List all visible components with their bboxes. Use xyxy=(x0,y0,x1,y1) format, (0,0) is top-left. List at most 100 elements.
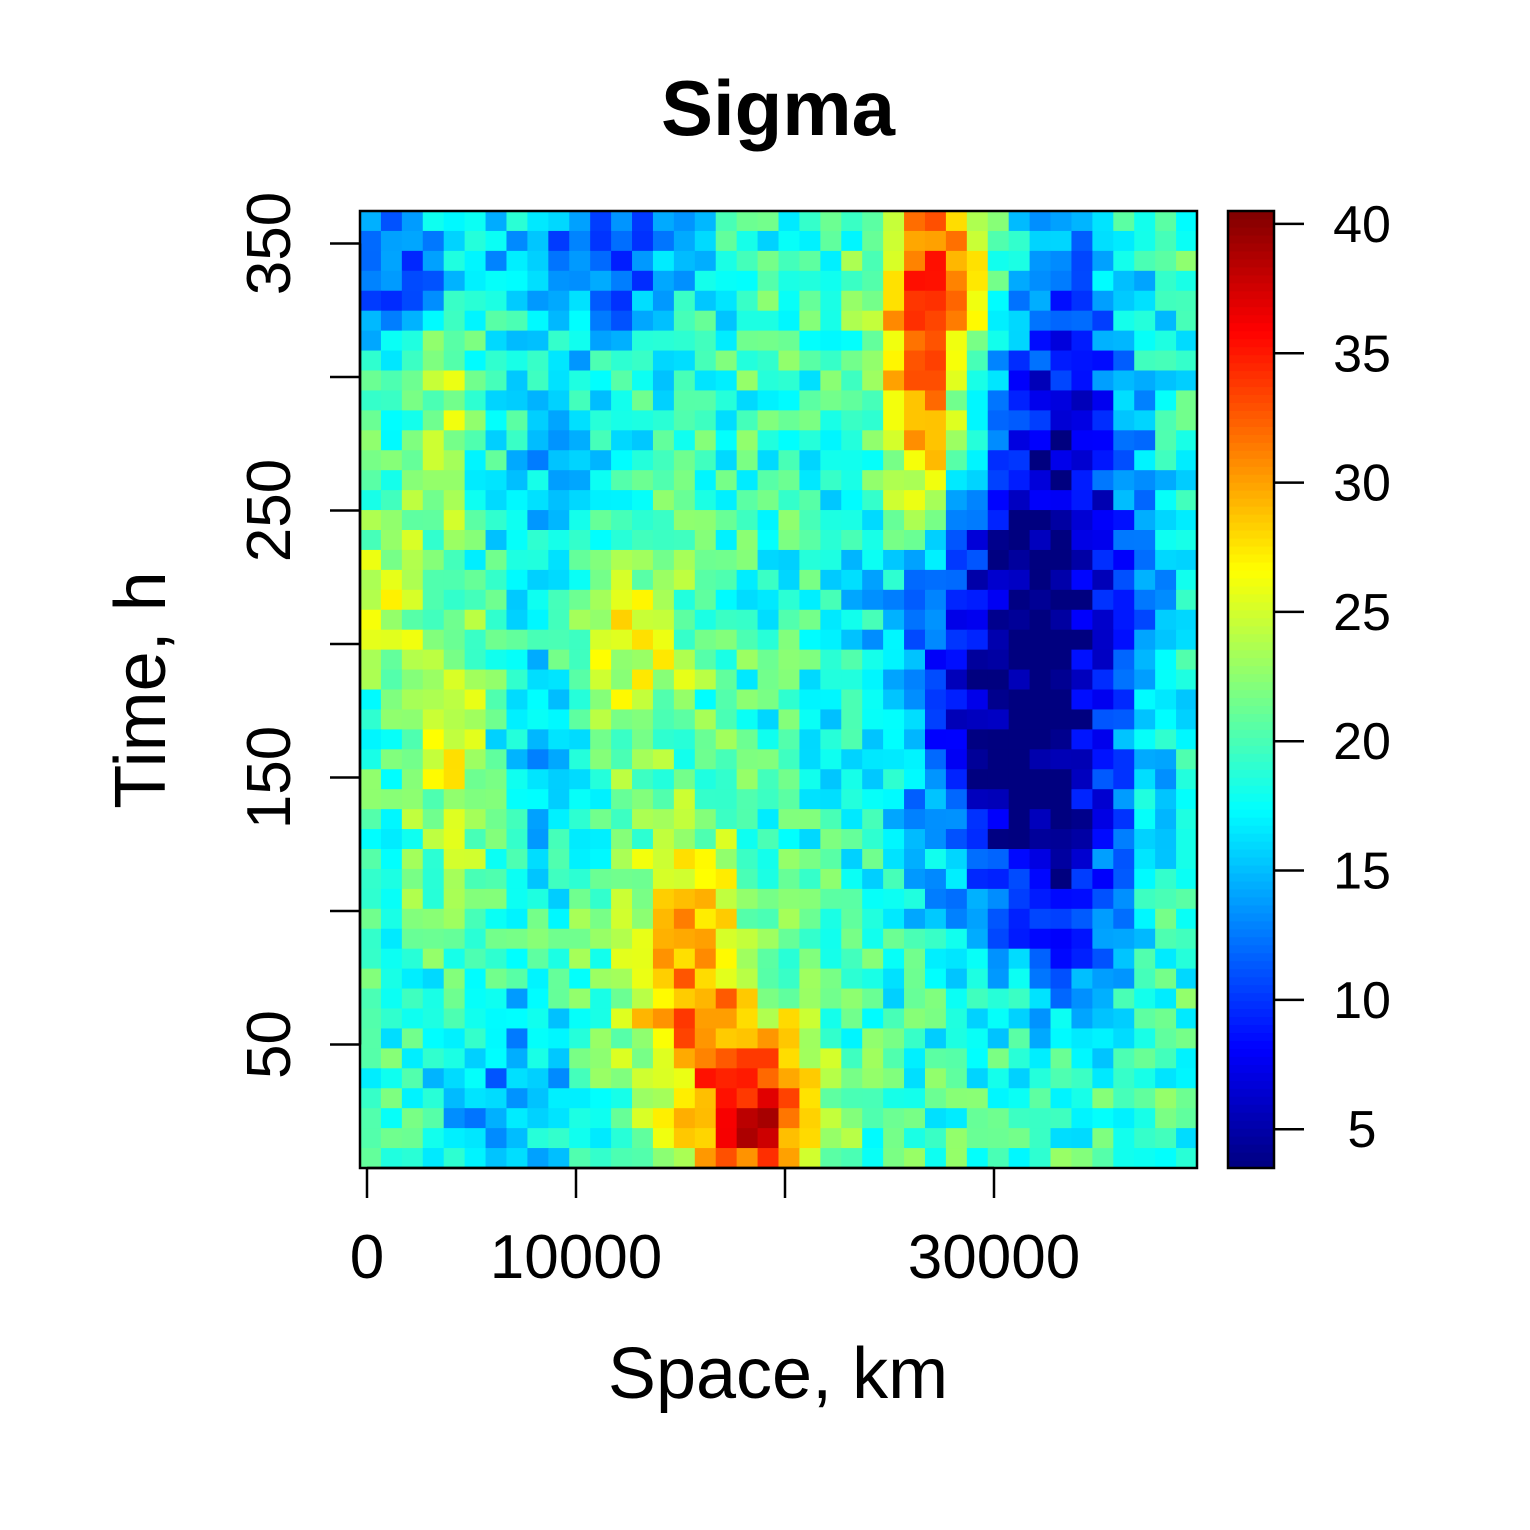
heat-cell xyxy=(841,1008,863,1030)
heat-cell xyxy=(736,569,759,591)
heat-cell xyxy=(485,948,508,970)
heat-cell xyxy=(799,609,821,631)
heat-cell xyxy=(778,450,801,471)
heat-cell xyxy=(1029,689,1052,711)
heat-cell xyxy=(506,829,529,850)
heat-cell xyxy=(485,1028,508,1049)
heat-cell xyxy=(506,589,529,611)
heat-cell xyxy=(1008,749,1031,770)
colorbar-swatch xyxy=(1228,681,1274,691)
y-axis-label: Time, h xyxy=(101,571,181,808)
heat-cell xyxy=(401,549,424,571)
heat-cell xyxy=(1092,1088,1114,1109)
heat-cell xyxy=(715,350,738,372)
heat-cell xyxy=(506,988,529,1010)
heat-cell xyxy=(1050,1108,1073,1129)
heat-cell xyxy=(1092,948,1114,970)
heat-cell xyxy=(1050,809,1073,830)
heat-cell xyxy=(590,689,612,711)
heat-cell xyxy=(527,1008,549,1030)
heat-cell xyxy=(945,809,968,830)
heat-cell xyxy=(590,908,612,930)
heat-cell xyxy=(673,370,696,392)
heat-cell xyxy=(862,450,884,471)
heat-cell xyxy=(590,749,612,770)
heat-cell xyxy=(1071,928,1093,950)
heat-cell xyxy=(966,390,989,411)
heat-cell xyxy=(883,390,905,411)
colorbar-swatch xyxy=(1228,362,1274,372)
heat-cell xyxy=(757,849,780,870)
heat-cell xyxy=(904,230,926,252)
heat-cell xyxy=(652,1128,675,1149)
heat-cell xyxy=(569,530,591,551)
heat-cell xyxy=(987,549,1010,571)
heat-cell xyxy=(883,370,905,392)
heat-cell xyxy=(485,928,508,950)
heat-cell xyxy=(1071,470,1093,491)
heat-cell xyxy=(945,649,968,671)
heat-cell xyxy=(527,410,549,431)
heat-cell xyxy=(1134,829,1156,850)
heat-cell xyxy=(841,230,863,252)
heat-cell xyxy=(924,549,947,571)
heat-cell xyxy=(485,450,508,471)
heat-cell xyxy=(1113,769,1135,790)
heat-cell xyxy=(443,290,466,312)
colorbar-swatch xyxy=(1228,936,1274,946)
heat-cell xyxy=(1029,410,1052,431)
heat-cell xyxy=(380,430,403,451)
heat-cell xyxy=(673,789,696,810)
heat-cell xyxy=(966,1148,989,1169)
heat-cell xyxy=(1176,1008,1198,1030)
heat-cell xyxy=(443,629,466,651)
heat-cell xyxy=(485,1088,508,1109)
heat-cell xyxy=(1113,1008,1135,1030)
heat-cell xyxy=(1008,968,1031,990)
heat-cell xyxy=(924,689,947,711)
heat-cell xyxy=(1092,908,1114,930)
heat-cell xyxy=(464,609,487,631)
heat-cell xyxy=(966,330,989,352)
heat-cell xyxy=(694,1068,717,1089)
heat-cell xyxy=(945,1028,968,1049)
heat-cell xyxy=(1092,430,1114,451)
heat-cell xyxy=(945,290,968,312)
heat-cell xyxy=(1050,330,1073,352)
heat-cell xyxy=(1176,1028,1198,1049)
heat-cell xyxy=(1071,430,1093,451)
heat-cell xyxy=(1008,1088,1031,1109)
heat-cell xyxy=(966,928,989,950)
heat-cell xyxy=(1176,1148,1198,1169)
heat-cell xyxy=(569,1088,591,1109)
heat-cell xyxy=(673,749,696,770)
heat-cell xyxy=(1176,549,1198,571)
heat-cell xyxy=(778,230,801,252)
heat-cell xyxy=(527,589,549,611)
heat-cell xyxy=(1029,549,1052,571)
heat-cell xyxy=(1113,948,1135,970)
heat-cell xyxy=(569,789,591,810)
heat-cell xyxy=(1029,1048,1052,1069)
heat-cell xyxy=(506,1048,529,1069)
heat-cell xyxy=(1113,809,1135,830)
heat-cell xyxy=(506,689,529,711)
heat-cell xyxy=(1176,589,1198,611)
heat-cell xyxy=(820,928,842,950)
colorbar-swatch xyxy=(1228,577,1274,587)
heat-cell xyxy=(611,370,633,392)
colorbar-swatch xyxy=(1228,753,1274,762)
heat-cell xyxy=(652,569,675,591)
heat-cell xyxy=(736,709,759,730)
heat-cell xyxy=(1176,250,1198,272)
heat-cell xyxy=(1092,729,1114,750)
heat-cell xyxy=(464,729,487,750)
heat-cell xyxy=(506,1108,529,1129)
heat-cell xyxy=(422,649,445,671)
colorbar-swatch xyxy=(1228,394,1274,403)
heat-cell xyxy=(987,629,1010,651)
heat-cell xyxy=(694,410,717,431)
heat-cell xyxy=(694,510,717,531)
heat-cell xyxy=(611,849,633,870)
heat-cell xyxy=(1029,629,1052,651)
